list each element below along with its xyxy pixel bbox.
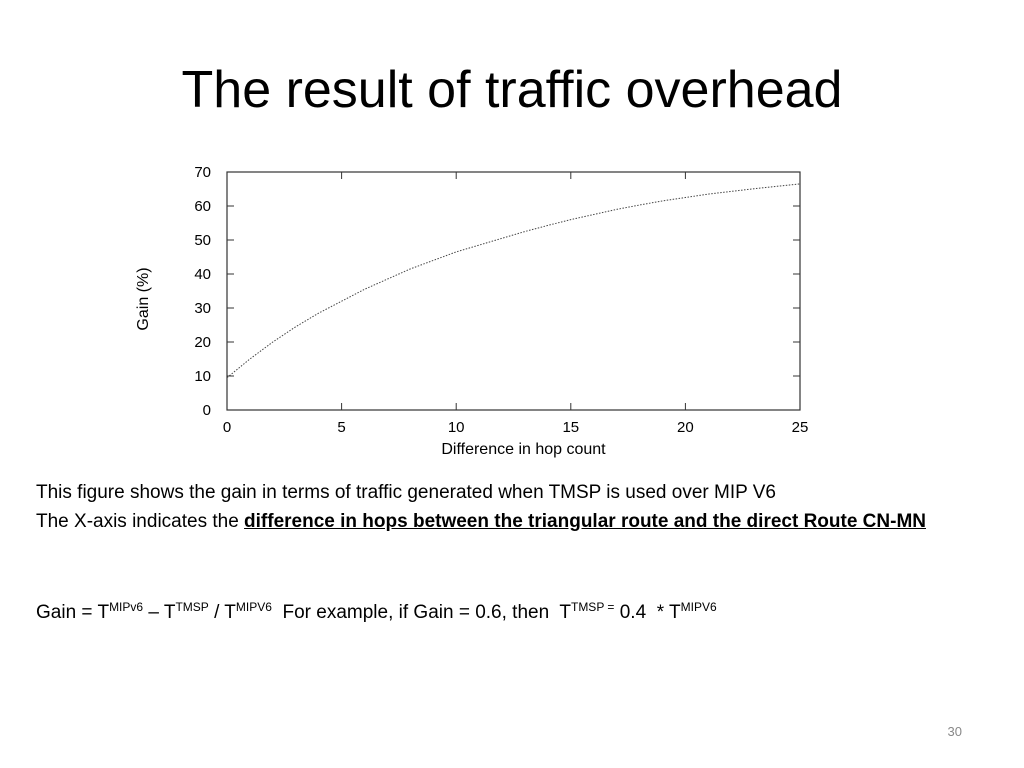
y-tick-label-4: 40 bbox=[194, 266, 211, 283]
y-tick-label-3: 30 bbox=[194, 300, 211, 317]
gain-chart: 0 10 20 30 40 50 60 70 0 5 10 15 20 25 Difference in h… bbox=[135, 164, 809, 458]
formula-sup-mipv6-c: MIPV6 bbox=[680, 600, 717, 614]
description-line-2: The X-axis indicates the difference in h… bbox=[36, 507, 966, 536]
page-number: 30 bbox=[947, 724, 962, 739]
formula-minus-t: – T bbox=[143, 602, 176, 623]
y-tick-label-7: 70 bbox=[194, 164, 211, 181]
formula-sup-tmsp-a: TMSP bbox=[175, 600, 209, 614]
x-tick-label-4: 20 bbox=[677, 419, 694, 436]
formula-gain-label: Gain = T bbox=[36, 602, 110, 623]
formula-sup-mipv6-b: MIPV6 bbox=[235, 600, 272, 614]
x-tick-label-0: 0 bbox=[223, 419, 231, 436]
formula-sup-mipv6-a: MIPv6 bbox=[109, 600, 144, 614]
description-line-2-prefix: The X-axis indicates the bbox=[36, 511, 245, 532]
gain-formula: Gain = TMIPv6 – TTMSP / TMIPV6 For examp… bbox=[36, 598, 717, 627]
formula-sup-tmsp-b: TMSP = bbox=[570, 600, 615, 614]
x-tick-label-5: 25 bbox=[792, 419, 809, 436]
x-tick-label-2: 10 bbox=[448, 419, 465, 436]
formula-value: 0.4 * T bbox=[614, 602, 681, 623]
x-axis-label: Difference in hop count bbox=[441, 441, 606, 458]
description-line-1: This figure shows the gain in terms of t… bbox=[36, 482, 776, 503]
y-tick-label-0: 0 bbox=[203, 402, 211, 419]
figure-description: This figure shows the gain in terms of t… bbox=[36, 478, 966, 536]
x-tick-label-1: 5 bbox=[337, 419, 345, 436]
y-axis-label: Gain (%) bbox=[135, 267, 152, 330]
y-tick-label-1: 10 bbox=[194, 368, 211, 385]
series-line-0 bbox=[226, 183, 801, 379]
y-tick-label-6: 60 bbox=[194, 198, 211, 215]
slide-title: The result of traffic overhead bbox=[181, 61, 843, 119]
formula-example: For example, if Gain = 0.6, then T bbox=[271, 602, 571, 623]
formula-slash-t: / T bbox=[208, 602, 236, 623]
plot-frame bbox=[226, 171, 801, 411]
description-emphasis: difference in hops between the triangula… bbox=[244, 511, 926, 532]
y-tick-label-2: 20 bbox=[194, 334, 211, 351]
y-tick-label-5: 50 bbox=[194, 232, 211, 249]
x-tick-label-3: 15 bbox=[562, 419, 579, 436]
